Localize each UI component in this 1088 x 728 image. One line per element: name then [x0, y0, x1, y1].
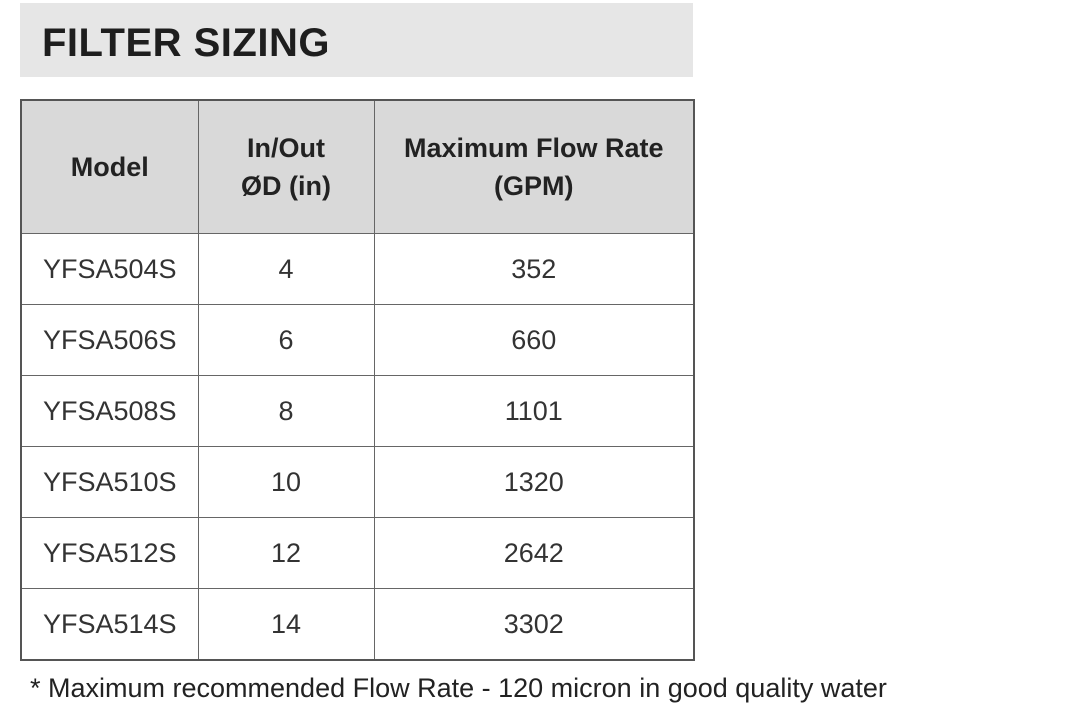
header-row: Model In/Out ØD (in) Maximum Flow Rate (GPM) [20, 99, 695, 234]
table-row: YFSA504S 4 352 [20, 233, 695, 305]
table-cell: YFSA504S [20, 233, 199, 305]
table-body: YFSA504S 4 352 YFSA506S 6 660 YFSA508S 8 1101 YFS… [20, 233, 695, 661]
header-text: In/Out [247, 133, 325, 163]
table-row: YFSA514S 14 3302 [20, 588, 695, 661]
table-cell: 352 [373, 233, 695, 305]
header-text: ØD (in) [241, 171, 331, 201]
table-row: YFSA508S 8 1101 [20, 375, 695, 447]
table-cell: 2642 [373, 517, 695, 589]
header-text: Maximum Flow Rate [403, 133, 664, 163]
table-cell: 1320 [373, 446, 695, 518]
table-cell: 8 [197, 375, 375, 447]
footnote: * Maximum recommended Flow Rate - 120 mi… [30, 673, 887, 703]
table-cell: 10 [197, 446, 375, 518]
table-cell: YFSA508S [20, 375, 199, 447]
header-cell: Model [20, 99, 199, 234]
table-cell: 6 [197, 304, 375, 376]
header-cell: Maximum Flow Rate (GPM) [373, 99, 695, 234]
table-cell: YFSA506S [20, 304, 199, 376]
table-row: YFSA506S 6 660 [20, 304, 695, 376]
header-cell: In/Out ØD (in) [197, 99, 375, 234]
header-text: Model [70, 152, 149, 182]
table-cell: 14 [197, 588, 375, 661]
table-cell: 12 [197, 517, 375, 589]
table-cell: YFSA514S [20, 588, 199, 661]
table-cell: YFSA512S [20, 517, 199, 589]
header-text: (GPM) [494, 171, 574, 201]
table-cell: 3302 [373, 588, 695, 661]
table-cell: 4 [197, 233, 375, 305]
table-cell: 660 [373, 304, 695, 376]
table-row: YFSA510S 10 1320 [20, 446, 695, 518]
title-bar: FILTER SIZING [20, 3, 693, 77]
table-cell: 1101 [373, 375, 695, 447]
table-cell: YFSA510S [20, 446, 199, 518]
title: FILTER SIZING [42, 21, 330, 65]
sizing-table: Model In/Out ØD (in) Maximum Flow Rate (GPM)… [20, 99, 695, 661]
table-row: YFSA512S 12 2642 [20, 517, 695, 589]
